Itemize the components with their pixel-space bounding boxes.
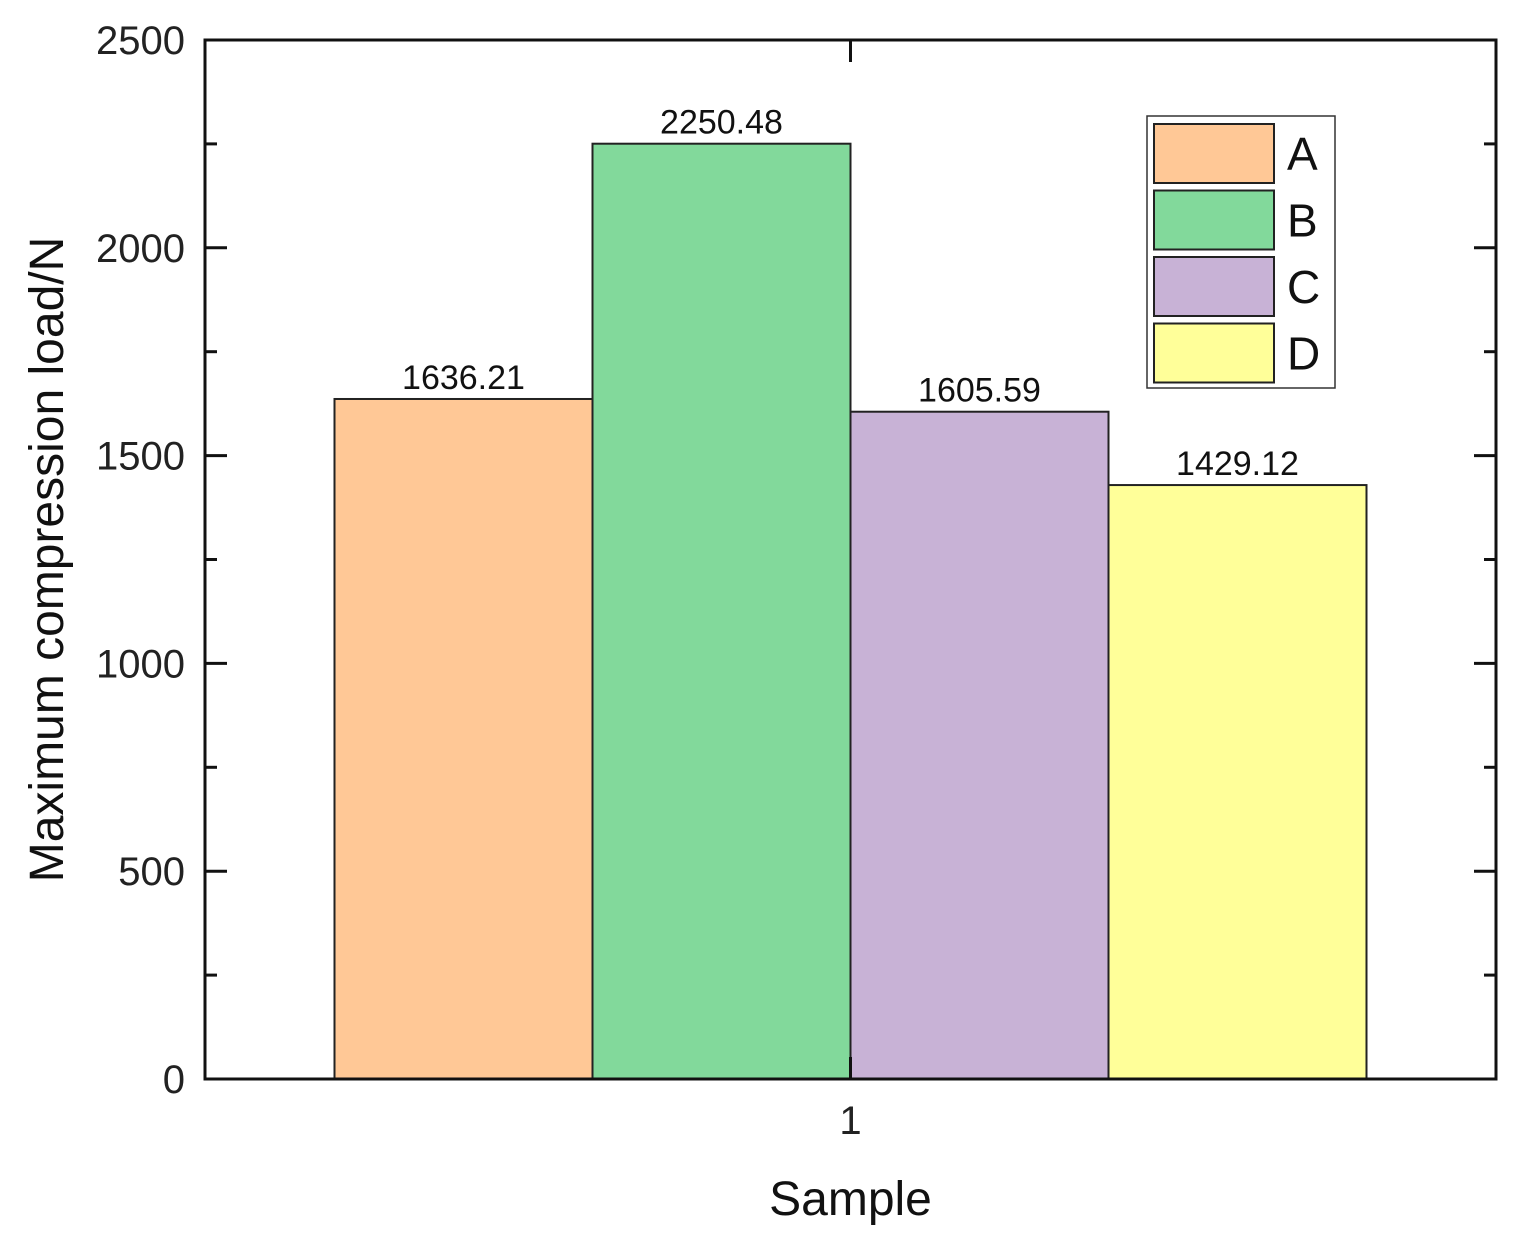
bar-a (333, 397, 594, 1080)
legend-swatch-d (1153, 322, 1275, 384)
y-tick-label: 0 (163, 1058, 185, 1102)
legend-swatch-c (1153, 256, 1275, 317)
legend-swatch-a (1153, 123, 1275, 184)
y-tick-label: 2500 (96, 19, 185, 63)
y-axis: 0 500 1000 1500 2000 2500 (96, 19, 1496, 1102)
y-axis-title: Maximum compression load/N (21, 237, 74, 883)
data-label-c: 1605.59 (918, 372, 1041, 410)
bars-layer (333, 142, 1368, 1081)
data-label-a: 1636.21 (402, 359, 525, 397)
legend-label-c: C (1287, 261, 1320, 313)
data-label-b: 2250.48 (660, 104, 783, 142)
y-tick-label: 500 (118, 850, 185, 894)
legend-label-a: A (1287, 128, 1318, 180)
bar-d (1107, 484, 1368, 1080)
bar-c (849, 410, 1110, 1080)
x-tick-label: 1 (839, 1099, 861, 1143)
legend-label-d: D (1287, 328, 1320, 380)
legend-label-b: B (1287, 195, 1318, 247)
legend-swatch-b (1153, 189, 1275, 251)
y-tick-label: 1000 (96, 642, 185, 686)
x-axis-title: Sample (769, 1173, 932, 1226)
data-label-d: 1429.12 (1176, 445, 1299, 483)
y-tick-label: 1500 (96, 435, 185, 479)
data-labels-layer: 1636.21 2250.48 1605.59 1429.12 (402, 104, 1299, 483)
y-tick-label: 2000 (96, 227, 185, 271)
x-axis: 1 (839, 40, 862, 1143)
bar-b (591, 142, 852, 1081)
